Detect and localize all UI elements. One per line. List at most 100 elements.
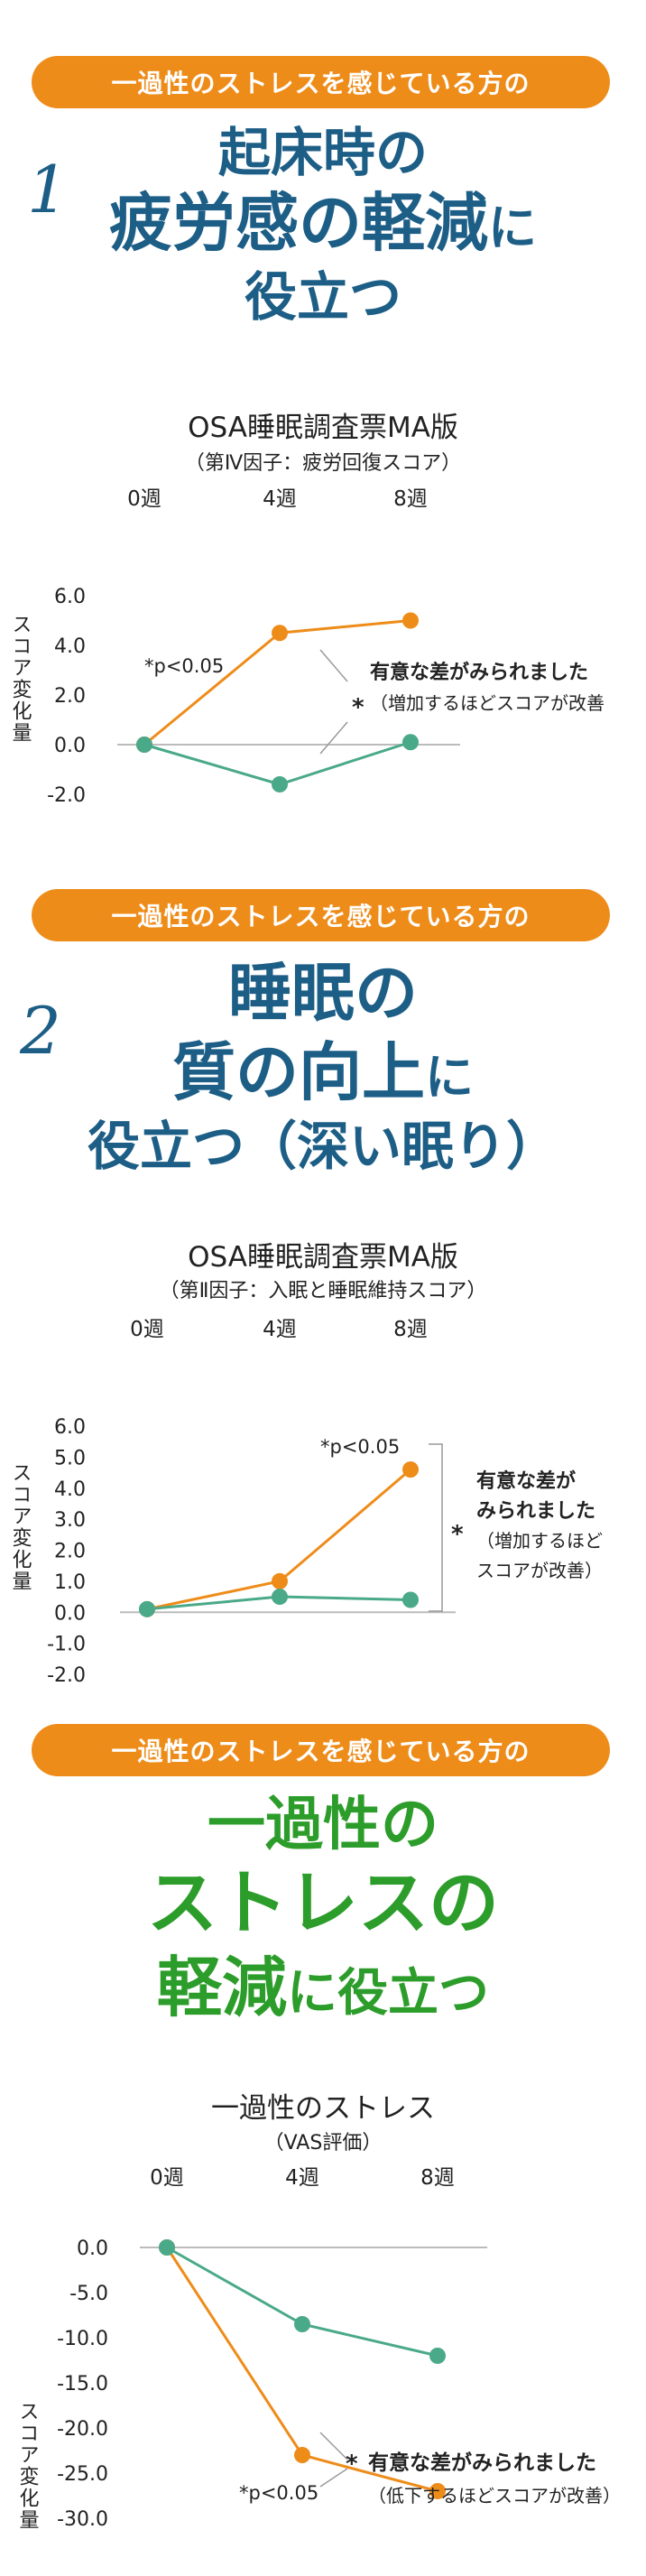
- significance-note: 有意な差が: [476, 1469, 576, 1493]
- data-point-orange: [294, 2447, 310, 2463]
- y-axis-label: スコア変化量: [16, 2401, 40, 2531]
- y-tick-label: 4.0: [54, 635, 86, 658]
- x-tick-label: 0週: [130, 1318, 164, 1341]
- y-tick-label: -1.0: [47, 1634, 86, 1656]
- section-number: 2: [20, 993, 61, 1069]
- significance-note: みられました: [476, 1500, 595, 1523]
- section-fatigue: 一過性のストレスを感じている方の 1 起床時の 疲労感の軽減に 役立つ OSA睡…: [0, 0, 646, 839]
- data-point-green: [272, 1589, 288, 1606]
- headline-strong: 質の向上: [172, 1035, 425, 1109]
- significance-note: （増加するほどスコアが改善: [370, 692, 604, 714]
- y-tick-label: -25.0: [57, 2463, 108, 2486]
- headline-particle: に: [488, 199, 537, 256]
- target-pill: 一過性のストレスを感じている方の: [32, 1724, 610, 1776]
- y-tick-label: 2.0: [54, 685, 86, 708]
- headline-line-3: 役立つ: [244, 266, 401, 328]
- x-tick-label: 8週: [393, 487, 428, 511]
- y-tick-label: 0.0: [77, 2238, 108, 2260]
- headline-line-1: 一過性の: [208, 1792, 438, 1858]
- headline: 一過性の ストレスの 軽減に役立つ: [0, 1796, 646, 2031]
- significance-note: （増加するほど: [476, 1530, 603, 1552]
- section-sleep-quality: 一過性のストレスを感じている方の 2 睡眠の 質の向上に 役立つ（深い眠り） O…: [0, 839, 646, 1687]
- significance-bracket: [319, 2432, 348, 2460]
- headline-particle: に: [425, 1049, 474, 1106]
- chart-title: 一過性のストレス: [211, 2092, 435, 2125]
- target-pill: 一過性のストレスを感じている方の: [32, 889, 610, 941]
- data-point-orange: [272, 625, 288, 642]
- headline-line-3: 役立つ（深い眠り）: [87, 1116, 558, 1177]
- x-tick-label: 0週: [127, 487, 162, 511]
- data-point-green: [294, 2316, 310, 2332]
- section-stress: 一過性のストレスを感じている方の 一過性の ストレスの 軽減に役立つ 一過性のス…: [0, 1679, 646, 2576]
- headline-line-2: 疲労感の軽減に: [0, 191, 646, 271]
- y-tick-label: 0.0: [54, 735, 86, 757]
- headline-strong: 疲労感の軽減: [109, 186, 488, 260]
- chart-subtitle: （VAS評価）: [263, 2132, 383, 2154]
- x-tick-label: 8週: [420, 2166, 455, 2190]
- p-value-label: *p<0.05: [144, 655, 224, 677]
- y-tick-label: -2.0: [47, 1664, 86, 1687]
- significance-bracket: [319, 649, 348, 682]
- significance-note: 有意な差がみられました: [368, 2451, 596, 2475]
- section-number: 1: [27, 152, 69, 227]
- y-tick-label: 2.0: [54, 1541, 86, 1563]
- headline-strong: 軽減: [156, 1950, 287, 2025]
- headline-line-1: 起床時の: [217, 122, 428, 183]
- y-tick-label: -15.0: [57, 2373, 108, 2395]
- y-tick-label: 1.0: [54, 1571, 86, 1594]
- data-point-green: [402, 734, 419, 751]
- significance-note: スコアが改善）: [476, 1560, 603, 1581]
- data-point-orange: [402, 1461, 419, 1478]
- chart-fatigue: 0週 4週 8週 6.0 4.0 2.0 0.0 -2.0 スコア変化量 *p<0.05 *有意な差…: [9, 487, 605, 807]
- x-tick-label: 4週: [263, 487, 297, 511]
- headline-line-1: 睡眠の: [228, 956, 418, 1030]
- y-tick-label: -2.0: [47, 784, 86, 807]
- chart-subtitle: （第Ⅱ因子：入眠と睡眠維持スコア）: [159, 1280, 487, 1302]
- x-tick-label: 4週: [285, 2166, 319, 2190]
- significance-bracket: [319, 721, 348, 755]
- significance-note: 有意な差がみられました: [370, 661, 588, 684]
- significance-bracket: [429, 1443, 443, 1612]
- headline-line-3: 軽減に役立つ: [0, 1955, 646, 2031]
- data-point-green: [429, 2348, 446, 2364]
- significance-star: *: [346, 2451, 358, 2478]
- chart-subtitle: （第Ⅳ因子：疲労回復スコア）: [184, 452, 462, 475]
- data-point-orange: [402, 612, 419, 629]
- data-point-green: [136, 737, 152, 753]
- significance-bracket: [319, 2468, 348, 2488]
- data-point-green: [139, 1600, 155, 1617]
- x-tick-label: 4週: [263, 1318, 297, 1341]
- headline-line-2: 質の向上に: [0, 1041, 646, 1120]
- y-tick-label: 3.0: [54, 1509, 86, 1532]
- y-tick-label: 6.0: [54, 586, 86, 608]
- headline: 睡眠の 質の向上に 役立つ（深い眠り）: [0, 961, 646, 1185]
- significance-star: *: [451, 1521, 464, 1548]
- chart-title: OSA睡眠調査票MA版: [188, 1241, 458, 1274]
- y-axis-label: スコア変化量: [9, 1462, 32, 1592]
- chart-stress: 0週 4週 8週 0.0 -5.0 -10.0 -15.0 -20.0 -25.0 -30.0 スコ…: [16, 2166, 622, 2531]
- y-tick-label: 5.0: [54, 1447, 86, 1469]
- chart-sleep-quality: 0週 4週 8週 6.0 5.0 4.0 3.0 2.0 1.0 0.0 -1.0 -2.0 スコア変化…: [9, 1318, 604, 1687]
- data-point-green: [272, 776, 288, 792]
- headline-particle: に役立つ: [287, 1964, 489, 2023]
- y-tick-label: -20.0: [57, 2418, 108, 2441]
- y-tick-label: 6.0: [54, 1416, 86, 1439]
- x-tick-label: 8週: [393, 1318, 428, 1341]
- y-tick-label: -5.0: [69, 2283, 108, 2305]
- data-point-orange: [429, 2483, 446, 2499]
- data-point-green: [402, 1591, 419, 1608]
- p-value-label: *p<0.05: [320, 1436, 400, 1458]
- y-axis-label: スコア変化量: [9, 614, 32, 744]
- y-tick-label: -30.0: [57, 2508, 108, 2531]
- p-value-label: *p<0.05: [239, 2482, 318, 2504]
- significance-star: *: [352, 694, 365, 721]
- headline: 起床時の 疲労感の軽減に 役立つ: [0, 126, 646, 336]
- data-point-green: [159, 2239, 175, 2256]
- headline-line-2: ストレスの: [146, 1863, 499, 1944]
- y-tick-label: 4.0: [54, 1478, 86, 1501]
- y-tick-label: 0.0: [54, 1602, 86, 1625]
- target-pill: 一過性のストレスを感じている方の: [32, 56, 610, 108]
- series-line-green: [166, 2246, 438, 2358]
- x-tick-label: 0週: [150, 2166, 184, 2190]
- y-tick-label: -10.0: [57, 2328, 108, 2350]
